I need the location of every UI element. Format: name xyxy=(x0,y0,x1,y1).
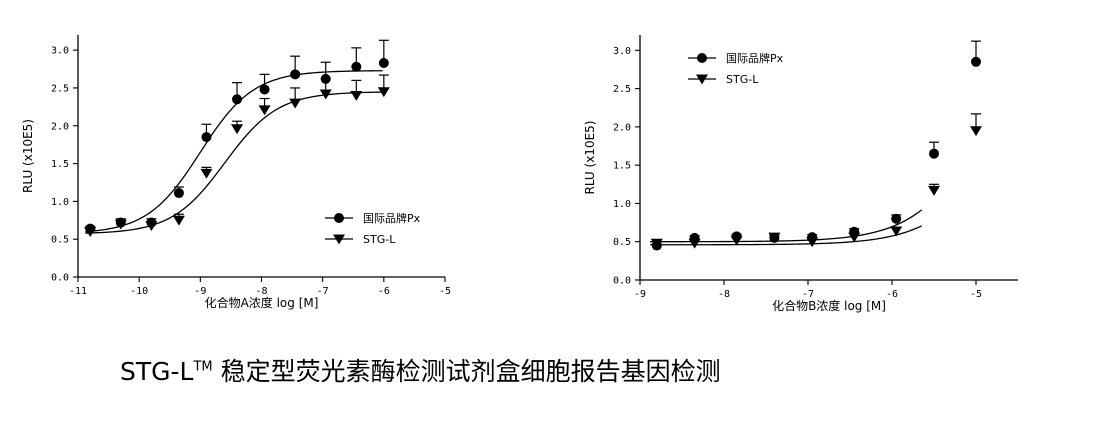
data-point xyxy=(258,105,271,116)
x-tick-label: -8 xyxy=(718,289,730,300)
x-axis-label: 化合物B浓度 log [M] xyxy=(772,298,886,313)
y-tick-label: 3.0 xyxy=(613,46,631,57)
y-tick-label: 2.0 xyxy=(613,122,631,133)
x-tick-label: -5 xyxy=(439,286,451,297)
y-tick-label: 3.0 xyxy=(51,46,69,57)
data-point xyxy=(289,98,302,109)
data-point xyxy=(730,235,743,246)
y-tick-label: 1.5 xyxy=(613,161,631,172)
y-axis-label: RLU (x10E5) xyxy=(21,119,35,193)
y-tick-label: 2.0 xyxy=(51,121,69,132)
legend-marker xyxy=(333,234,345,245)
legend: 国际品牌Px STG-L xyxy=(688,51,784,86)
figure-caption: STG-LTM 稳定型荧光素酶检测试剂盒细胞报告基因检测 xyxy=(120,352,721,388)
data-point xyxy=(319,89,332,100)
data-point xyxy=(84,227,97,238)
x-tick-label: -6 xyxy=(378,286,390,297)
data-point xyxy=(806,237,819,248)
x-tick-label: -10 xyxy=(130,286,148,297)
x-tick-label: -7 xyxy=(317,286,329,297)
data-point xyxy=(378,57,389,68)
data-point xyxy=(650,238,663,249)
data-point xyxy=(768,232,781,243)
y-tick-label: 0.0 xyxy=(613,276,631,287)
y-tick-label: 1.0 xyxy=(613,199,631,210)
caption-prefix: STG-L xyxy=(120,357,194,386)
data-point xyxy=(688,238,701,249)
data-point xyxy=(928,185,940,196)
data-point xyxy=(848,232,861,243)
data-point xyxy=(114,219,127,230)
data-point xyxy=(929,148,939,159)
data-point xyxy=(891,213,902,224)
fit-curve xyxy=(85,91,383,234)
chart-compound-b: 0.0 0.5 1.0 1.5 2.0 2.5 3.0 -9 -8 -7 -6 -5 化合物B浓度 lo… xyxy=(583,35,1018,313)
data-point xyxy=(890,226,903,237)
data-point xyxy=(145,221,158,231)
data-point xyxy=(351,61,362,72)
y-tick-label: 0.5 xyxy=(613,237,631,248)
y-tick-label: 0.0 xyxy=(51,273,69,284)
data-point xyxy=(200,168,213,179)
data-point xyxy=(970,126,982,137)
x-tick-label: -9 xyxy=(634,289,646,300)
y-tick-label: 1.5 xyxy=(51,159,69,170)
legend-marker xyxy=(696,74,708,85)
data-point xyxy=(259,84,270,95)
x-tick-label: -7 xyxy=(802,289,814,300)
y-tick-label: 1.0 xyxy=(51,197,69,208)
series-px xyxy=(85,39,389,234)
chart-compound-a: 0.0 0.5 1.0 1.5 2.0 2.5 3.0 -11 -10 -9 -8 -7 -6 -5 化合物… xyxy=(21,35,451,310)
legend-label: STG-L xyxy=(726,73,759,86)
y-tick-label: 2.5 xyxy=(613,84,631,95)
data-point xyxy=(350,91,363,101)
data-point xyxy=(172,215,185,226)
legend-marker xyxy=(334,213,344,223)
y-tick-label: 0.5 xyxy=(51,235,69,246)
legend-marker xyxy=(697,53,707,63)
data-point xyxy=(290,69,301,80)
data-point xyxy=(231,124,244,135)
legend-label: 国际品牌Px xyxy=(363,211,421,225)
data-point xyxy=(173,188,184,199)
x-tick-label: -11 xyxy=(69,286,87,297)
data-point xyxy=(377,87,390,98)
x-tick-label: -5 xyxy=(970,289,982,300)
series-stg-l xyxy=(650,113,982,249)
x-tick-label: -8 xyxy=(255,286,267,297)
fit-curve xyxy=(85,70,383,233)
legend-label: 国际品牌Px xyxy=(726,51,784,65)
data-point xyxy=(971,56,981,67)
x-axis-label: 化合物A浓度 log [M] xyxy=(205,295,319,310)
x-tick-label: -6 xyxy=(886,289,898,300)
caption-title: 稳定型荧光素酶检测试剂盒细胞报告基因检测 xyxy=(212,357,721,386)
x-tick-label: -9 xyxy=(194,286,206,297)
caption-trademark: TM xyxy=(193,359,213,375)
y-tick-label: 2.5 xyxy=(51,83,69,94)
legend: 国际品牌Px STG-L xyxy=(325,211,421,246)
data-point xyxy=(232,94,243,105)
series-px xyxy=(650,40,981,251)
legend-label: STG-L xyxy=(363,233,396,246)
data-point xyxy=(201,132,212,143)
y-axis-label: RLU (x10E5) xyxy=(583,121,597,195)
series-stg-l xyxy=(84,74,390,238)
